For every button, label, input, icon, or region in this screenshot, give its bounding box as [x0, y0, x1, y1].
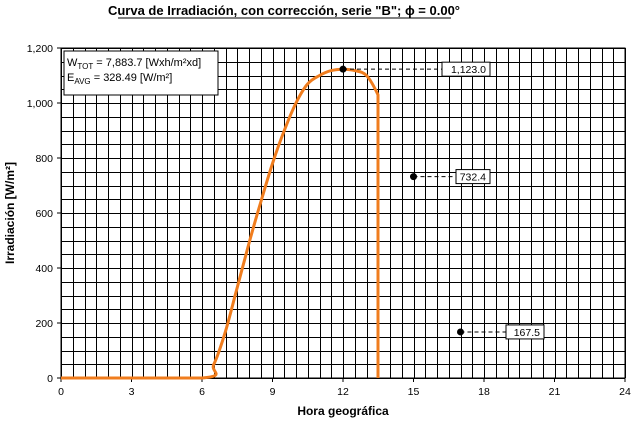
annotation-label-box — [455, 169, 491, 185]
stats-eavg: EAVG = 328.49 [W/m²] — [67, 72, 172, 86]
stats-wtot-symbol: W — [67, 57, 78, 69]
x-tick-label: 9 — [270, 386, 276, 398]
x-tick-label: 6 — [199, 386, 205, 398]
annotation-label-box — [441, 61, 491, 77]
x-tick-label: 21 — [549, 386, 561, 398]
stats-eavg-symbol: E — [67, 72, 74, 84]
x-tick-label: 12 — [337, 386, 349, 398]
x-tick-label: 0 — [58, 386, 64, 398]
stats-eavg-subscript: AVG — [74, 77, 90, 86]
y-tick-label: 400 — [35, 263, 53, 275]
x-tick-label: 15 — [408, 386, 420, 398]
stats-box-frame — [63, 50, 219, 96]
x-axis-label: Hora geográfica — [297, 404, 389, 418]
x-axis-ticks: 0 3 6 9 12 15 18 21 24 — [58, 378, 631, 398]
stats-box: WTOT = 7,883.7 [Wxh/m²xd] EAVG = 328.49 … — [63, 50, 219, 96]
y-tick-label: 200 — [35, 318, 53, 330]
irradiance-series-line — [60, 67, 380, 380]
annotation-label: 167.5 — [514, 327, 540, 339]
stats-wtot-subscript: TOT — [77, 62, 93, 71]
stats-wtot-value: = 7,883.7 [Wxh/m²xd] — [93, 57, 201, 69]
annotation-marker — [457, 328, 464, 336]
y-axis-label: Irradiación [W/m²] — [3, 162, 17, 264]
annotations: 1,123.0 732.4 167.5 — [339, 61, 545, 340]
annotation-marker — [410, 173, 417, 181]
y-tick-label: 0 — [47, 373, 53, 385]
annotation-label-box — [505, 324, 545, 340]
x-tick-label: 24 — [619, 386, 631, 398]
x-tick-label: 18 — [478, 386, 490, 398]
annotation-label: 1,123.0 — [451, 64, 486, 76]
y-axis-ticks: 0 200 400 600 800 1,000 1,200 — [27, 43, 61, 385]
annotation-marker — [339, 65, 347, 73]
y-tick-label: 1,200 — [27, 43, 53, 55]
y-tick-label: 800 — [35, 153, 53, 165]
stats-eavg-value: = 328.49 [W/m²] — [91, 72, 173, 84]
stats-wtot: WTOT = 7,883.7 [Wxh/m²xd] — [67, 57, 201, 71]
chart-title: Curva de Irradiación, con corrección, se… — [108, 3, 460, 18]
y-tick-label: 600 — [35, 208, 53, 220]
y-tick-label: 1,000 — [27, 98, 53, 110]
annotation-label: 732.4 — [460, 172, 486, 184]
x-tick-label: 3 — [129, 386, 135, 398]
